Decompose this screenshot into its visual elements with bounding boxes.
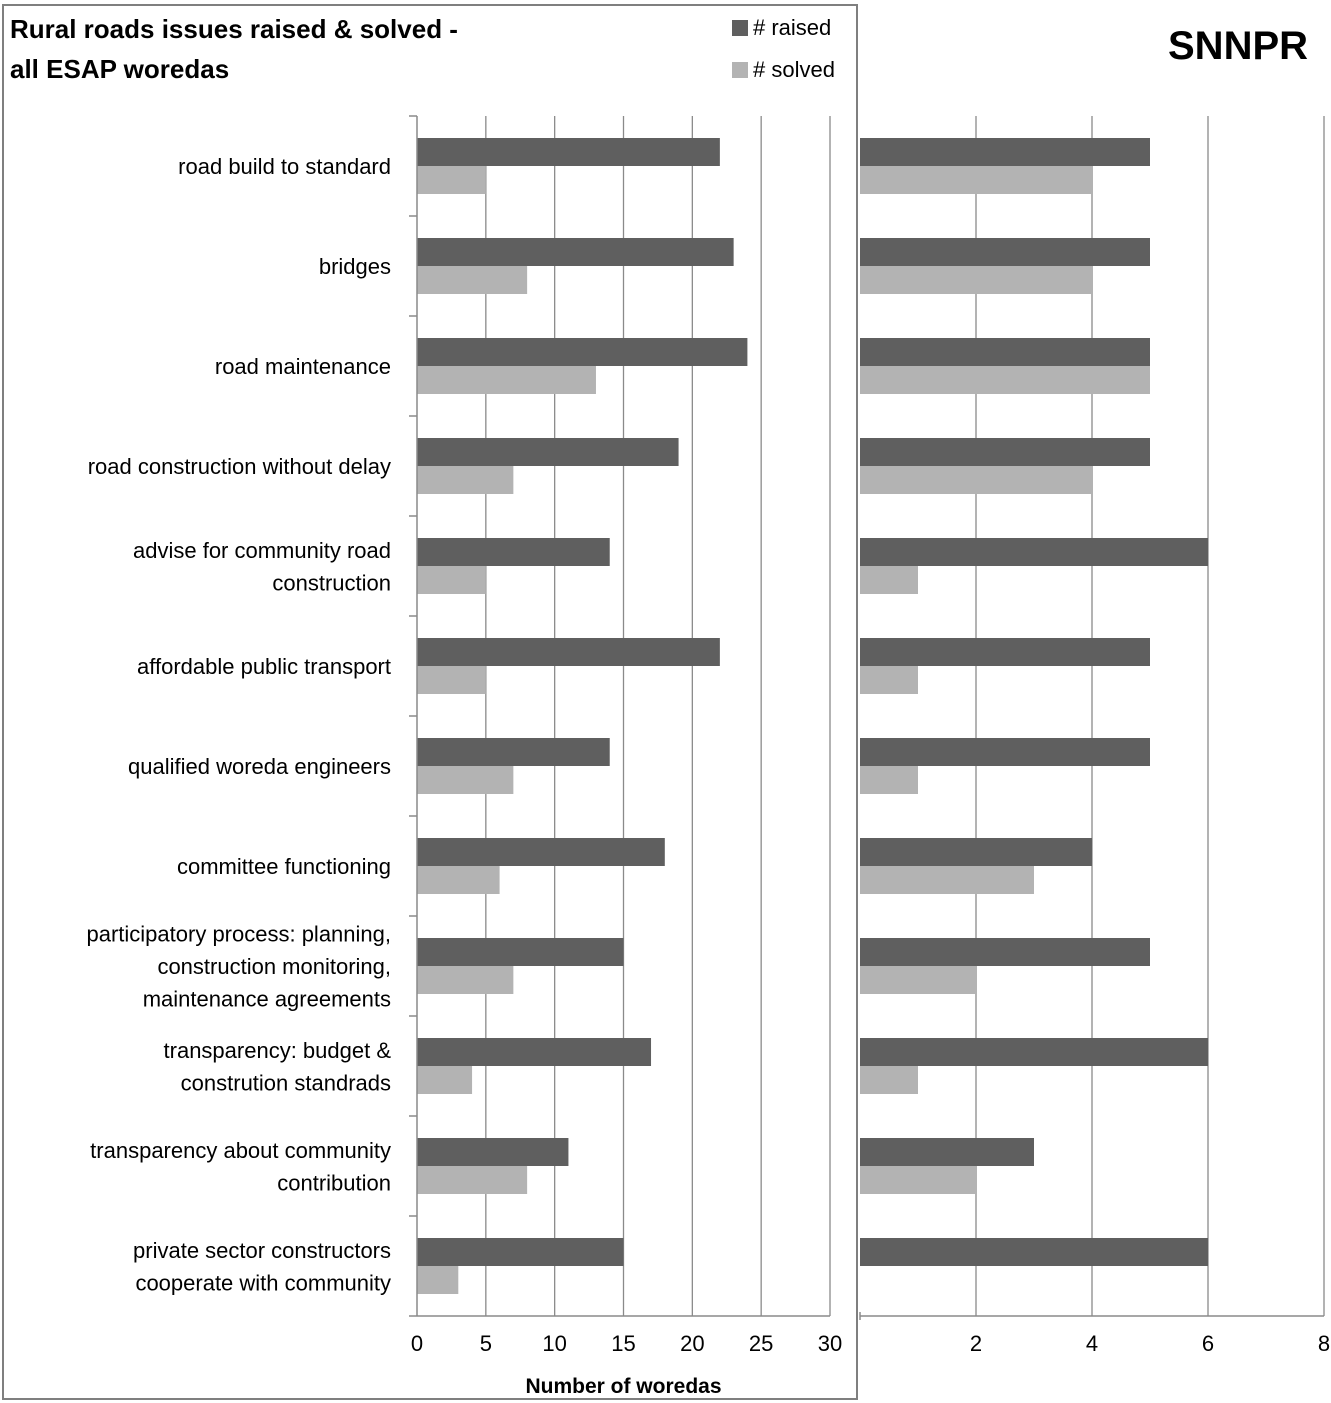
left-bar-raised (417, 938, 624, 966)
left-x-axis-title: Number of woredas (525, 1375, 721, 1398)
category-label: affordable public transport (137, 654, 391, 679)
left-tick-label: 0 (411, 1331, 423, 1356)
right-bar-raised (860, 438, 1150, 466)
left-bar-raised (417, 1238, 624, 1266)
legend-item-raised: # raised (732, 15, 831, 41)
left-bar-solved (417, 666, 486, 694)
right-bar-solved (860, 166, 1092, 194)
legend-label-raised: # raised (753, 15, 832, 40)
right-bar-raised (860, 538, 1208, 566)
right-bar-solved (860, 266, 1092, 294)
category-label: construction (272, 570, 391, 595)
right-bar-raised (860, 1038, 1208, 1066)
right-bar-solved (860, 1066, 918, 1094)
legend-swatch-solved (732, 62, 748, 78)
right-tick-label: 4 (1086, 1331, 1098, 1356)
category-label: advise for community road (133, 538, 391, 563)
right-bar-raised (860, 1138, 1034, 1166)
category-label: construction monitoring, (157, 954, 391, 979)
right-bar-raised (860, 138, 1150, 166)
left-bar-raised (417, 1038, 652, 1066)
category-label: transparency about community (90, 1138, 391, 1163)
right-bar-solved (860, 666, 918, 694)
category-label: bridges (319, 254, 391, 279)
right-tick-label: 8 (1318, 1331, 1330, 1356)
right-bar-solved (860, 866, 1034, 894)
left-bar-raised (417, 838, 665, 866)
right-bar-raised (860, 838, 1092, 866)
category-label: qualified woreda engineers (128, 754, 391, 779)
left-bar-raised (417, 1138, 569, 1166)
right-bar-raised (860, 238, 1150, 266)
left-bar-solved (417, 366, 596, 394)
left-bar-raised (417, 438, 679, 466)
chart-title-line-2: all ESAP woredas (10, 54, 230, 84)
left-bar-solved (417, 1166, 528, 1194)
left-bar-solved (417, 466, 514, 494)
category-label: cooperate with community (135, 1270, 391, 1295)
region-chart-title: SNNPR (1168, 24, 1309, 68)
left-tick-label: 20 (680, 1331, 704, 1356)
left-tick-label: 5 (480, 1331, 492, 1356)
category-label: road build to standard (178, 154, 391, 179)
left-bar-solved (417, 766, 514, 794)
right-bar-solved (860, 566, 918, 594)
left-bar-raised (417, 138, 720, 166)
category-label: private sector constructors (133, 1238, 391, 1263)
left-tick-label: 10 (542, 1331, 566, 1356)
right-bar-solved (860, 966, 976, 994)
category-label: road construction without delay (88, 454, 391, 479)
legend-item-solved: # solved (732, 57, 835, 83)
legend-swatch-raised (732, 20, 748, 36)
category-label: constrution standrads (181, 1070, 391, 1095)
left-chart-frame (2, 4, 858, 1400)
right-bar-raised (860, 338, 1150, 366)
right-bar-solved (860, 366, 1150, 394)
left-bar-raised (417, 538, 610, 566)
chart-title-line-1: Rural roads issues raised & solved - (10, 14, 458, 44)
right-bar-solved (860, 766, 918, 794)
category-label: transparency: budget & (164, 1038, 392, 1063)
left-bar-solved (417, 1266, 459, 1294)
category-label: contribution (277, 1170, 391, 1195)
left-bar-solved (417, 866, 500, 894)
right-bar-raised (860, 1238, 1208, 1266)
left-bar-raised (417, 338, 748, 366)
left-bar-solved (417, 166, 486, 194)
right-bar-solved (860, 1166, 976, 1194)
left-tick-label: 15 (611, 1331, 635, 1356)
left-bar-solved (417, 966, 514, 994)
right-bar-solved (860, 466, 1092, 494)
right-bar-raised (860, 938, 1150, 966)
left-bar-raised (417, 638, 720, 666)
left-bar-solved (417, 566, 486, 594)
left-bar-raised (417, 238, 734, 266)
right-tick-label: 6 (1202, 1331, 1214, 1356)
category-label: road maintenance (215, 354, 391, 379)
legend-label-solved: # solved (753, 57, 835, 82)
category-label: participatory process: planning, (87, 922, 392, 947)
left-bar-solved (417, 266, 528, 294)
right-bar-raised (860, 638, 1150, 666)
category-label: maintenance agreements (143, 987, 391, 1012)
left-tick-label: 25 (749, 1331, 773, 1356)
left-bar-solved (417, 1066, 473, 1094)
right-tick-label: 2 (970, 1331, 982, 1356)
left-tick-label: 30 (818, 1331, 842, 1356)
right-bar-raised (860, 738, 1150, 766)
category-label: committee functioning (177, 854, 391, 879)
left-bar-raised (417, 738, 610, 766)
